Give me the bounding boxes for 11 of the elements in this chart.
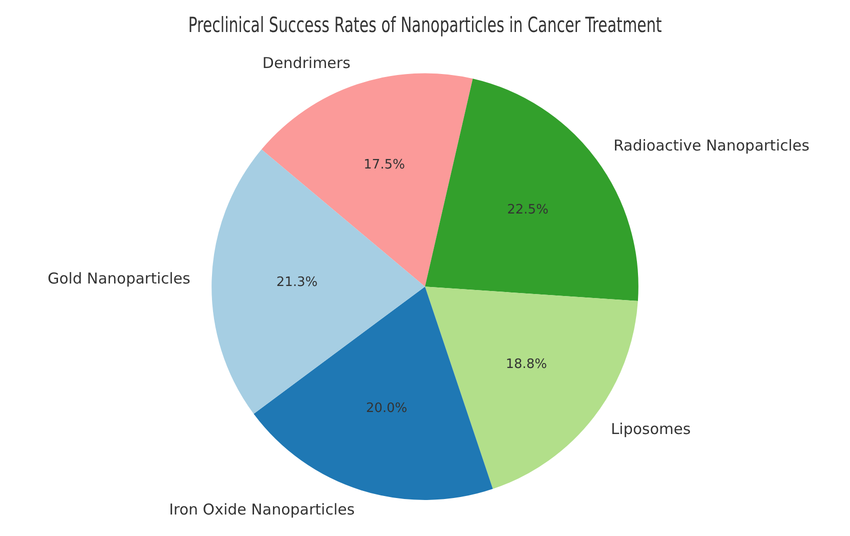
data-label: 22.5% bbox=[507, 202, 548, 218]
chart-title: Preclinical Success Rates of Nanoparticles in Cancer Treatment bbox=[188, 14, 662, 38]
data-label: 20.0% bbox=[366, 401, 408, 416]
data-label: 21.3% bbox=[276, 275, 318, 290]
slice-label: Dendrimers bbox=[262, 54, 351, 72]
slice-label: Radioactive Nanoparticles bbox=[613, 136, 810, 155]
slice-label: Iron Oxide Nanoparticles bbox=[169, 500, 355, 518]
slice-label: Gold Nanoparticles bbox=[48, 270, 191, 288]
data-label: 17.5% bbox=[364, 158, 405, 173]
data-label: 18.8% bbox=[506, 357, 548, 372]
slice-label: Liposomes bbox=[610, 420, 691, 438]
